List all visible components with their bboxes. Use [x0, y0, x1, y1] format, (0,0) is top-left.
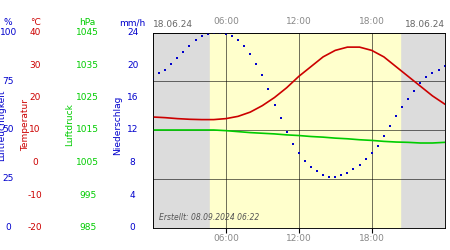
Text: 25: 25	[2, 174, 14, 183]
Text: °C: °C	[30, 18, 40, 27]
Text: -20: -20	[28, 223, 42, 232]
Text: 10: 10	[29, 126, 41, 134]
Text: Luftdruck: Luftdruck	[65, 104, 74, 146]
Bar	[210, 32, 400, 228]
Text: 20: 20	[127, 60, 139, 70]
Text: 16: 16	[127, 93, 139, 102]
Text: 1045: 1045	[76, 28, 99, 37]
Text: 4: 4	[130, 190, 135, 200]
Text: 24: 24	[127, 28, 139, 37]
Text: -10: -10	[28, 190, 42, 200]
Text: Niederschlag: Niederschlag	[113, 95, 122, 155]
Text: 985: 985	[79, 223, 96, 232]
Text: 0: 0	[130, 223, 135, 232]
Text: hPa: hPa	[80, 18, 96, 27]
Text: 50: 50	[2, 126, 14, 134]
Text: 1015: 1015	[76, 126, 99, 134]
Text: Luftfeuchtigkeit: Luftfeuchtigkeit	[0, 89, 6, 161]
Text: 8: 8	[130, 158, 135, 167]
Text: 12: 12	[127, 126, 139, 134]
Text: mm/h: mm/h	[120, 18, 146, 27]
Text: 18.06.24: 18.06.24	[153, 20, 193, 28]
Text: Erstellt: 08.09.2024 06:22: Erstellt: 08.09.2024 06:22	[159, 213, 259, 222]
Text: 100: 100	[0, 28, 17, 37]
Text: 0: 0	[5, 223, 11, 232]
Text: %: %	[4, 18, 13, 27]
Text: Temperatur: Temperatur	[21, 99, 30, 151]
Text: 1025: 1025	[76, 93, 99, 102]
Text: 40: 40	[29, 28, 41, 37]
Text: 75: 75	[2, 77, 14, 86]
Text: 995: 995	[79, 190, 96, 200]
Text: 0: 0	[32, 158, 38, 167]
Text: 18.06.24: 18.06.24	[405, 20, 445, 28]
Text: 20: 20	[29, 93, 41, 102]
Text: 1035: 1035	[76, 60, 99, 70]
Text: 1005: 1005	[76, 158, 99, 167]
Text: 30: 30	[29, 60, 41, 70]
